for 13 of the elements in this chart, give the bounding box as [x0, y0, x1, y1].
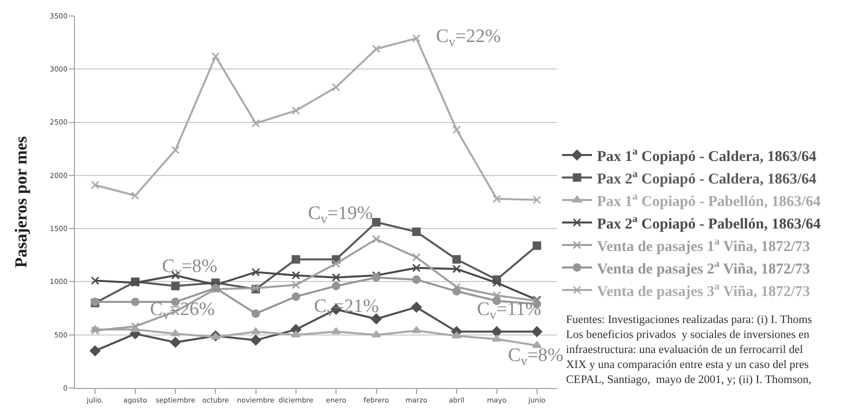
- source-note: Fuentes: Investigaciones realizadas para: (i) I. Thoms Los beneficios privados y sociales de inversiones en infraestructura: una evaluación de un ferrocarril del XIX y una comparación entre esta y un caso del pres CEPAL, Santiago, mayo de 2001, y; (ii) I. Thomson,: [566, 314, 813, 386]
- legend-label: Pax 2$^{a}$ Copiapó - Pabellón, 1863/64: [597, 214, 822, 232]
- annotation: C$_{v}$=8%: [508, 345, 564, 368]
- legend-label: Pax 1$^{a}$ Copiapó - Caldera, 1863/64: [597, 146, 817, 165]
- legend-label: Venta de pasajes 1$^{a}$ Viña, 1872/73: [597, 236, 810, 255]
- annotation: C$_{v}$=22%: [436, 26, 502, 49]
- legend-label: Venta de pasajes 2$^{a}$ Viña, 1872/73: [597, 259, 810, 278]
- annotation: C$_{v}$=19%: [308, 203, 374, 226]
- legend-label: Venta de pasajes 3$^{a}$ Viña, 1872/73: [597, 282, 810, 300]
- legend-label: Pax 1$^{a}$ Copiapó - Pabellón, 1863/64: [597, 192, 822, 210]
- annotation: C$_{v}$=11%: [477, 299, 542, 322]
- y-axis-title: Pasajeros por mes: [11, 136, 30, 268]
- legend-label: Pax 2$^{a}$ Copiapó - Caldera, 1863/64: [597, 169, 817, 188]
